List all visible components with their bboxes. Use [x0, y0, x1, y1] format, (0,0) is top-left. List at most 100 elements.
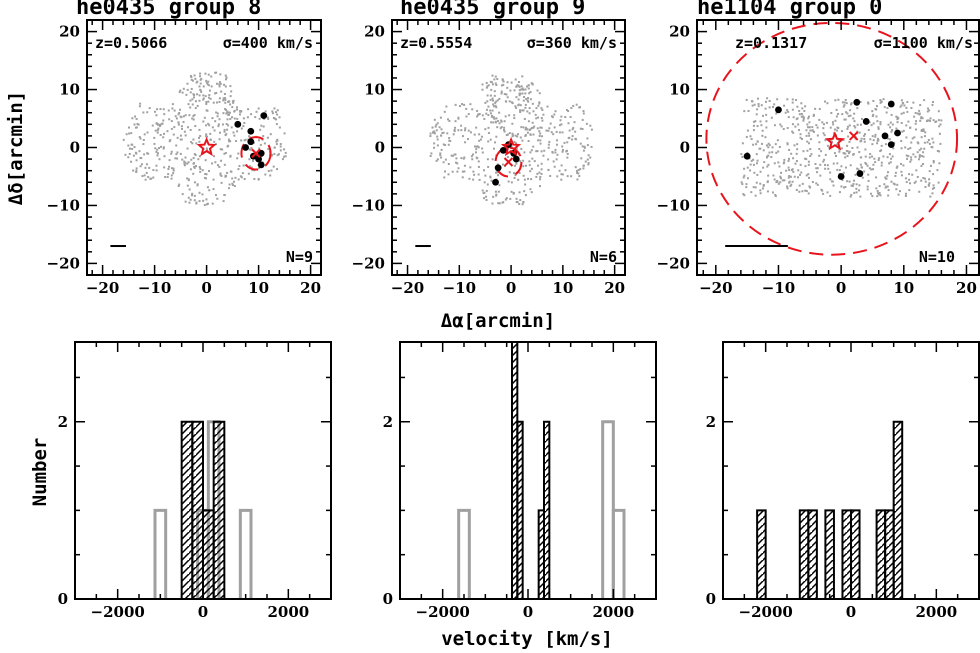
member-bar — [516, 420, 524, 599]
panel-1-data — [110, 71, 287, 248]
background-galaxy — [792, 170, 795, 173]
background-galaxy — [932, 141, 935, 144]
background-galaxy — [796, 117, 799, 120]
background-galaxy — [171, 107, 174, 110]
background-galaxy — [239, 175, 242, 178]
background-galaxy — [146, 111, 149, 114]
background-galaxy — [444, 143, 447, 146]
background-galaxy — [530, 149, 533, 152]
x-tick-label: 0 — [523, 603, 533, 621]
background-galaxy — [776, 180, 779, 183]
background-galaxy — [517, 98, 520, 101]
background-galaxy — [200, 77, 203, 80]
background-galaxy — [553, 165, 556, 168]
background-galaxy — [184, 200, 187, 203]
background-galaxy — [927, 138, 930, 141]
background-galaxy — [505, 93, 508, 96]
background-galaxy — [202, 98, 205, 101]
background-galaxy — [506, 155, 509, 158]
background-galaxy — [893, 183, 896, 186]
background-galaxy — [229, 95, 232, 98]
background-galaxy — [937, 181, 940, 184]
background-galaxy — [818, 147, 821, 150]
background-galaxy — [238, 113, 241, 116]
background-galaxy — [509, 197, 512, 200]
member-galaxy — [260, 112, 268, 120]
background-galaxy — [807, 117, 810, 120]
background-galaxy — [804, 165, 807, 168]
background-galaxy — [809, 138, 812, 141]
background-galaxy — [187, 161, 190, 164]
background-galaxy — [579, 142, 582, 145]
background-galaxy — [482, 192, 485, 195]
background-galaxy — [920, 117, 923, 120]
background-galaxy — [844, 118, 847, 121]
background-galaxy — [574, 166, 577, 169]
panel-3-count: N=10 — [919, 248, 955, 266]
background-galaxy — [486, 85, 489, 88]
background-galaxy — [541, 119, 544, 122]
background-galaxy — [176, 151, 179, 154]
background-galaxy — [765, 156, 768, 159]
background-galaxy — [494, 101, 497, 104]
background-galaxy — [520, 147, 523, 150]
background-galaxy — [136, 123, 139, 126]
background-galaxy — [907, 155, 910, 158]
background-galaxy — [518, 203, 521, 206]
group-center-marker — [503, 157, 514, 167]
background-galaxy — [180, 125, 183, 128]
background-galaxy — [128, 132, 131, 135]
background-galaxy — [228, 140, 231, 143]
background-galaxy — [870, 124, 873, 127]
background-galaxy — [517, 104, 520, 107]
background-galaxy — [848, 150, 851, 153]
background-galaxy — [485, 112, 488, 115]
background-galaxy — [199, 88, 202, 91]
background-galaxy — [483, 117, 486, 120]
background-galaxy — [807, 142, 810, 145]
background-galaxy — [895, 127, 898, 130]
background-galaxy — [482, 169, 485, 172]
background-galaxy — [937, 110, 940, 113]
background-galaxy — [515, 106, 518, 109]
background-galaxy — [887, 189, 890, 192]
background-galaxy — [186, 184, 189, 187]
background-galaxy — [767, 142, 770, 145]
background-galaxy — [796, 105, 799, 108]
background-galaxy — [156, 154, 159, 157]
background-galaxy — [824, 100, 827, 103]
background-galaxy — [188, 201, 191, 204]
background-galaxy — [212, 188, 215, 191]
background-galaxy — [920, 154, 923, 157]
background-galaxy — [526, 85, 529, 88]
background-galaxy — [928, 119, 931, 122]
background-galaxy — [842, 171, 845, 174]
background-galaxy — [190, 76, 193, 79]
background-galaxy — [755, 181, 758, 184]
background-galaxy — [767, 154, 770, 157]
background-galaxy — [819, 163, 822, 166]
background-galaxy — [565, 150, 568, 153]
background-galaxy — [932, 159, 935, 162]
y-tick-label: 2 — [706, 413, 716, 431]
background-galaxy — [880, 100, 883, 103]
background-galaxy — [199, 82, 202, 85]
x-tick-label: −20 — [391, 279, 424, 297]
background-galaxy — [586, 137, 589, 140]
background-galaxy — [226, 171, 229, 174]
background-galaxy — [461, 170, 464, 173]
background-galaxy — [765, 113, 768, 116]
background-galaxy — [916, 112, 919, 115]
plot-area — [110, 71, 287, 248]
background-galaxy — [240, 139, 243, 142]
background-galaxy — [455, 157, 458, 160]
background-galaxy — [773, 103, 776, 106]
background-galaxy — [484, 174, 487, 177]
background-galaxy — [539, 142, 542, 145]
background-galaxy — [566, 156, 569, 159]
background-galaxy — [173, 109, 176, 112]
background-galaxy — [276, 168, 279, 171]
background-galaxy — [513, 172, 516, 175]
